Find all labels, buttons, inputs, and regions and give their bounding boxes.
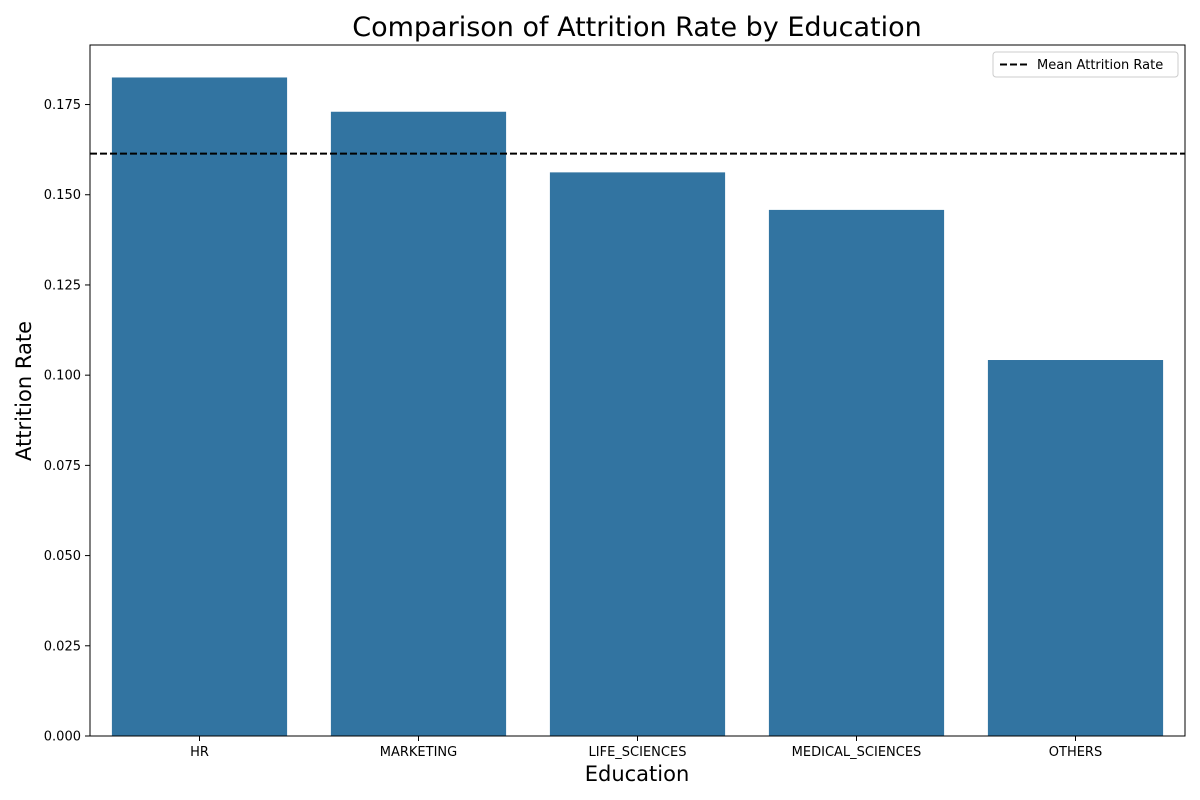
- y-axis-title: Attrition Rate: [12, 321, 36, 461]
- x-axis-title: Education: [585, 762, 690, 786]
- chart-title: Comparison of Attrition Rate by Educatio…: [352, 12, 922, 43]
- x-tick-label: OTHERS: [1049, 745, 1102, 760]
- y-tick-label: 0.150: [44, 188, 81, 203]
- y-tick-label: 0.025: [44, 639, 81, 654]
- legend: Mean Attrition Rate: [992, 51, 1179, 78]
- y-axis-ticks: 0.000 0.025 0.050 0.075 0.100 0.125 0.150 0.175: [44, 98, 90, 745]
- bar-medical-sciences: [768, 209, 945, 736]
- bars-layer: [111, 77, 1164, 736]
- bar-hr: [111, 77, 288, 736]
- y-tick-label: 0.050: [44, 549, 81, 564]
- y-tick-label: 0.125: [44, 278, 81, 293]
- y-tick-label: 0.100: [44, 369, 81, 384]
- bar-others: [987, 360, 1164, 736]
- legend-box: [992, 51, 1179, 78]
- x-tick-label: LIFE_SCIENCES: [589, 745, 687, 760]
- x-axis-ticks: HR MARKETING LIFE_SCIENCES MEDICAL_SCIENCES…: [190, 736, 1102, 760]
- bar-marketing: [330, 111, 507, 736]
- y-tick-label: 0.175: [44, 98, 81, 113]
- bar-life-sciences: [549, 172, 726, 736]
- y-tick-label: 0.000: [44, 730, 81, 745]
- x-tick-label: HR: [190, 745, 209, 760]
- x-tick-label: MARKETING: [380, 745, 457, 760]
- x-tick-label: MEDICAL_SCIENCES: [792, 745, 922, 760]
- y-tick-label: 0.075: [44, 459, 81, 474]
- legend-label: Mean Attrition Rate: [1037, 58, 1163, 73]
